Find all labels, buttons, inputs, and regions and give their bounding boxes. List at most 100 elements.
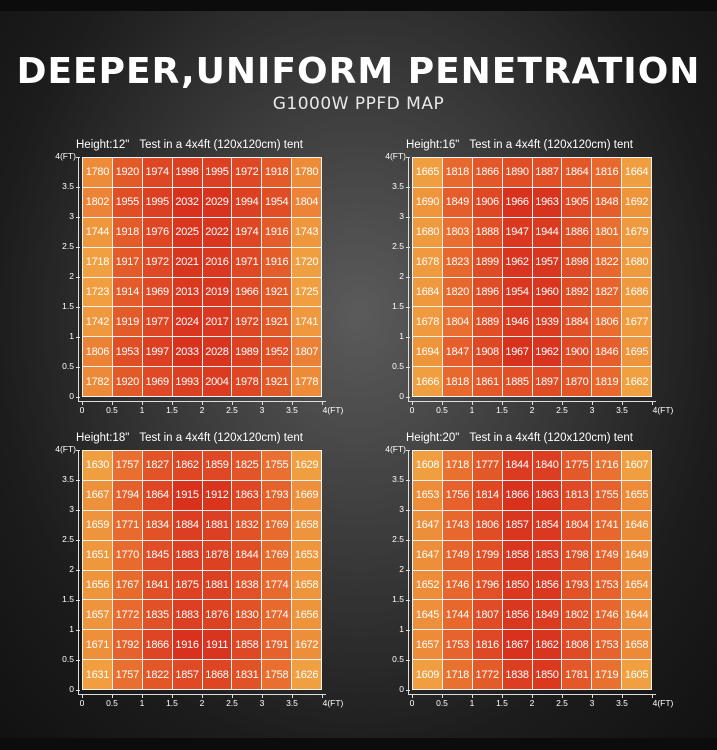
y-axis (78, 157, 79, 401)
ppfd-cell: 1645 (413, 600, 442, 630)
x-tick-label: 2 (529, 698, 535, 708)
y-tick-label: 1.5 (62, 594, 74, 604)
y-tick-label: 3.5 (392, 181, 404, 191)
x-tick-label: 3.5 (616, 405, 628, 415)
y-axis (78, 450, 79, 694)
ppfd-cell: 1793 (262, 480, 292, 510)
x-tick-label: 4(FT) (652, 405, 674, 415)
x-tick-label: 0 (409, 405, 415, 415)
ppfd-cell: 1749 (442, 540, 472, 570)
ppfd-cell: 1856 (502, 600, 532, 630)
ppfd-cell: 1667 (83, 480, 112, 510)
ppfd-cell: 1757 (112, 451, 142, 480)
x-tick-label: 1.5 (496, 698, 508, 708)
ppfd-cell: 1864 (562, 158, 592, 187)
y-tick-mark (76, 690, 80, 691)
y-tick-label: 2.5 (62, 534, 74, 544)
x-tick-label: 2.5 (226, 698, 238, 708)
ppfd-cell: 1672 (292, 630, 321, 660)
ppfd-cell: 1807 (292, 337, 321, 367)
y-tick-mark (406, 480, 410, 481)
ppfd-cell: 1906 (472, 187, 502, 217)
ppfd-cell: 1845 (142, 540, 172, 570)
ppfd-grid: 1608 1718 1777 1844 1840 1775 1716 1607 1653 1756… (412, 450, 652, 690)
y-tick-mark (76, 157, 80, 158)
ppfd-cell: 1857 (172, 660, 202, 689)
y-tick-label: 0 (69, 684, 74, 694)
y-tick-mark (76, 367, 80, 368)
ppfd-cell: 1746 (442, 570, 472, 600)
ppfd-cell: 1725 (292, 277, 321, 307)
x-tick-label: 0.5 (106, 698, 118, 708)
top-bar (0, 0, 717, 11)
ppfd-cell: 1825 (232, 451, 262, 480)
x-tick-mark (112, 694, 113, 698)
ppfd-cell: 2022 (202, 217, 232, 247)
ppfd-cell: 1994 (232, 187, 262, 217)
ppfd-cell: 1972 (232, 307, 262, 337)
ppfd-cell: 1804 (292, 187, 321, 217)
y-tick-mark (406, 277, 410, 278)
x-tick-mark (652, 694, 653, 698)
x-tick-label: 3 (259, 698, 265, 708)
ppfd-cell: 1662 (622, 367, 651, 396)
ppfd-cell: 1801 (592, 217, 622, 247)
x-tick-label: 4(FT) (322, 405, 344, 415)
ppfd-cell: 1758 (262, 660, 292, 689)
y-tick-mark (406, 630, 410, 631)
x-tick-mark (142, 401, 143, 405)
x-tick-mark (112, 401, 113, 405)
ppfd-cell: 2033 (172, 337, 202, 367)
ppfd-cell: 1857 (502, 510, 532, 540)
ppfd-cell: 1863 (232, 480, 262, 510)
ppfd-cell: 1870 (562, 367, 592, 396)
ppfd-cell: 1690 (413, 187, 442, 217)
y-tick-mark (406, 450, 410, 451)
x-tick-mark (472, 401, 473, 405)
ppfd-cell: 1792 (112, 630, 142, 660)
y-tick-mark (76, 660, 80, 661)
ppfd-cell: 1832 (232, 510, 262, 540)
ppfd-cell: 2019 (202, 277, 232, 307)
ppfd-cell: 1960 (532, 277, 562, 307)
ppfd-cell: 1850 (502, 570, 532, 600)
ppfd-cell: 1782 (83, 367, 112, 396)
y-tick-label: 2 (69, 271, 74, 281)
y-tick-label: 0 (399, 391, 404, 401)
ppfd-cell: 1755 (592, 480, 622, 510)
ppfd-cell: 1899 (472, 247, 502, 277)
y-tick-label: 3 (69, 211, 74, 221)
ppfd-cell: 1972 (232, 158, 262, 187)
x-tick-label: 0 (409, 698, 415, 708)
ppfd-cell: 1853 (532, 540, 562, 570)
ppfd-cell: 1848 (592, 187, 622, 217)
ppfd-cell: 1669 (292, 480, 321, 510)
ppfd-cell: 1679 (622, 217, 651, 247)
ppfd-cell: 2029 (202, 187, 232, 217)
x-tick-label: 1.5 (166, 698, 178, 708)
ppfd-cell: 2032 (172, 187, 202, 217)
ppfd-cell: 1898 (562, 247, 592, 277)
ppfd-cell: 1780 (292, 158, 321, 187)
ppfd-cell: 1883 (172, 600, 202, 630)
y-tick-label: 3 (399, 211, 404, 221)
ppfd-cell: 1630 (83, 451, 112, 480)
ppfd-cell: 1671 (83, 630, 112, 660)
x-tick-mark (82, 694, 83, 698)
y-tick-mark (76, 540, 80, 541)
x-tick-label: 2.5 (556, 698, 568, 708)
y-tick-label: 2 (399, 564, 404, 574)
y-tick-label: 2 (399, 271, 404, 281)
x-tick-mark (172, 401, 173, 405)
y-tick-mark (76, 450, 80, 451)
ppfd-cell: 1962 (532, 337, 562, 367)
ppfd-cell: 1977 (142, 307, 172, 337)
ppfd-cell: 1686 (622, 277, 651, 307)
ppfd-cell: 1952 (262, 337, 292, 367)
ppfd-panel: Height:18" Test in a 4x4ft (120x120cm) te… (44, 430, 384, 710)
x-tick-mark (232, 694, 233, 698)
ppfd-cell: 1868 (202, 660, 232, 689)
y-tick-label: 1 (69, 624, 74, 634)
ppfd-cell: 1862 (172, 451, 202, 480)
ppfd-cell: 1878 (202, 540, 232, 570)
